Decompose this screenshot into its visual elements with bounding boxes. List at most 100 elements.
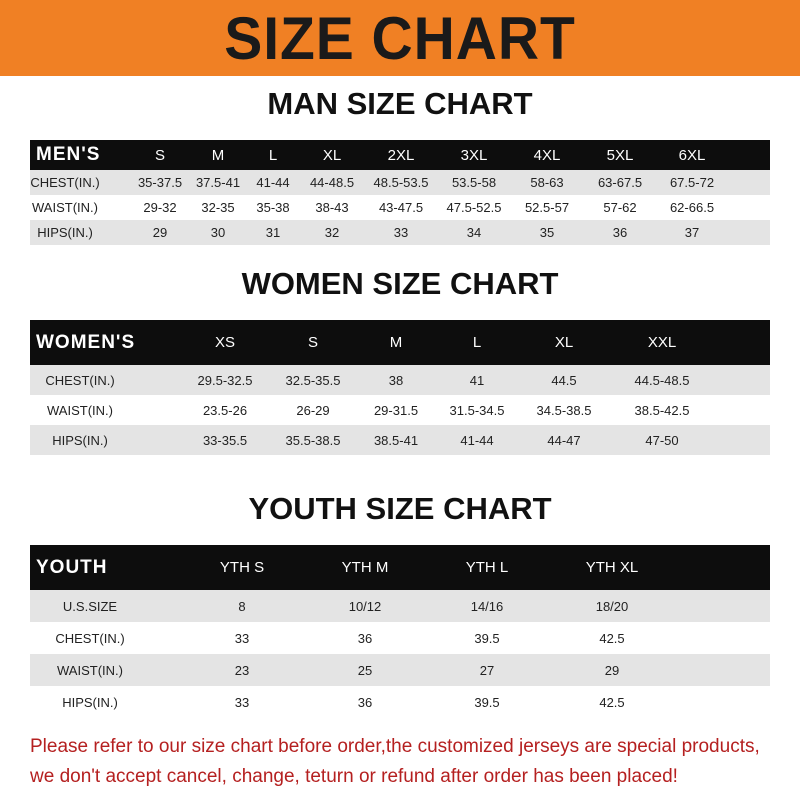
table-cell: 39.5 <box>474 630 500 646</box>
table-row: WAIST(IN.) 23 25 27 29 <box>30 654 770 686</box>
table-cell: 34 <box>466 225 482 240</box>
table-cell: 27 <box>479 662 495 678</box>
table-cell: 33-35.5 <box>202 432 248 448</box>
table-row: CHEST(IN.) 29.5-32.5 32.5-35.5 38 41 44.5 44.5… <box>30 365 770 395</box>
table-cell: 47.5-52.5 <box>446 200 502 215</box>
row-label: HIPS(IN.) <box>37 225 93 240</box>
table-cell: 31 <box>265 225 281 240</box>
table-cell: 23.5-26 <box>202 402 248 418</box>
table-row: WAIST(IN.) 29-32 32-35 35-38 38-43 43-47.5 47.… <box>30 195 770 220</box>
table-cell: 26-29 <box>296 402 330 418</box>
table-cell: 8 <box>238 598 246 614</box>
banner: SIZE CHART <box>0 0 800 76</box>
table-cell: 35 <box>539 225 555 240</box>
row-label: CHEST(IN.) <box>55 630 125 646</box>
row-label: CHEST(IN.) <box>30 175 100 190</box>
header-row: MEN'S S M L XL 2XL 3XL 4XL 5XL 6XL <box>30 140 770 170</box>
table-cell: 18/20 <box>595 598 629 614</box>
table-cell: 38.5-41 <box>373 432 419 448</box>
table-title-cell: WOMEN'S <box>36 331 136 353</box>
table-cell: 52.5-57 <box>524 200 570 215</box>
table-cell: 32-35 <box>201 200 235 215</box>
table-cell: 29 <box>604 662 620 678</box>
size-header: XXL <box>647 334 677 351</box>
table-cell: 53.5-58 <box>451 175 497 190</box>
row-label: HIPS(IN.) <box>62 694 118 710</box>
table-cell: 47-50 <box>645 432 679 448</box>
row-label: WAIST(IN.) <box>32 200 98 215</box>
table-cell: 38.5-42.5 <box>634 402 690 418</box>
table-cell: 29.5-32.5 <box>197 372 253 388</box>
youth-size-table: YOUTH YTH S YTH M YTH L YTH XL U.S.SIZE 8 10/12… <box>30 545 770 718</box>
table-cell: 33 <box>393 225 409 240</box>
table-cell: 42.5 <box>599 630 625 646</box>
notice-line-1: Please refer to our size chart before or… <box>30 736 760 757</box>
women-title: WOMEN SIZE CHART <box>241 266 559 301</box>
table-row: HIPS(IN.) 33 36 39.5 42.5 <box>30 686 770 718</box>
table-cell: 37 <box>684 225 700 240</box>
table-cell: 44.5 <box>551 372 577 388</box>
table-row: HIPS(IN.) 33-35.5 35.5-38.5 38.5-41 41-44 44-… <box>30 425 770 455</box>
table-cell: 58-63 <box>530 175 564 190</box>
table-cell: 36 <box>357 694 373 710</box>
table-row: CHEST(IN.) 35-37.5 37.5-41 41-44 44-48.5 48.5… <box>30 170 770 195</box>
table-title-cell: MEN'S <box>36 144 101 165</box>
table-cell: 23 <box>234 662 250 678</box>
size-header: YTH L <box>465 559 509 576</box>
table-cell: 29-32 <box>143 200 177 215</box>
table-cell: 43-47.5 <box>378 200 424 215</box>
table-cell: 63-67.5 <box>597 175 643 190</box>
table-cell: 35-37.5 <box>137 175 183 190</box>
row-label: HIPS(IN.) <box>52 432 108 448</box>
size-header: 4XL <box>533 146 561 164</box>
table-cell: 57-62 <box>603 200 637 215</box>
notice-line-2: we don't accept cancel, change, teturn o… <box>30 766 678 787</box>
notice: Please refer to our size chart before or… <box>30 732 790 792</box>
table-row: U.S.SIZE 8 10/12 14/16 18/20 <box>30 590 770 622</box>
row-label: U.S.SIZE <box>62 598 118 614</box>
table-cell: 30 <box>210 225 226 240</box>
size-header: XL <box>554 334 574 351</box>
table-cell: 25 <box>357 662 373 678</box>
row-label: WAIST(IN.) <box>57 662 123 678</box>
table-cell: 44-48.5 <box>309 175 355 190</box>
table-cell: 35.5-38.5 <box>285 432 341 448</box>
table-cell: 29 <box>152 225 168 240</box>
table-cell: 38 <box>388 372 404 388</box>
size-header: S <box>154 146 166 164</box>
size-header: 6XL <box>678 146 706 164</box>
table-cell: 31.5-34.5 <box>449 402 505 418</box>
women-size-table: WOMEN'S XS S M L XL XXL CHEST(IN.) 29.5-32.5 32.5… <box>30 320 770 455</box>
size-header: 2XL <box>387 146 415 164</box>
size-header: YTH S <box>219 559 265 576</box>
table-cell: 36 <box>612 225 628 240</box>
size-header: L <box>472 334 482 351</box>
table-cell: 38-43 <box>315 200 349 215</box>
table-cell: 33 <box>234 630 250 646</box>
table-cell: 10/12 <box>348 598 382 614</box>
table-cell: 41-44 <box>460 432 494 448</box>
size-header: 5XL <box>606 146 634 164</box>
size-header: M <box>389 334 403 351</box>
table-title-cell: YOUTH <box>36 556 108 578</box>
table-cell: 36 <box>357 630 373 646</box>
table-cell: 44.5-48.5 <box>634 372 690 388</box>
table-cell: 41-44 <box>256 175 290 190</box>
men-size-table: MEN'S S M L XL 2XL 3XL 4XL 5XL 6XL CHEST(IN.) 35-37… <box>30 140 770 245</box>
table-cell: 62-66.5 <box>669 200 715 215</box>
table-cell: 39.5 <box>474 694 500 710</box>
men-title: MAN SIZE CHART <box>267 86 533 121</box>
table-cell: 48.5-53.5 <box>373 175 429 190</box>
table-cell: 41 <box>469 372 485 388</box>
row-label: CHEST(IN.) <box>45 372 115 388</box>
table-cell: 42.5 <box>599 694 625 710</box>
banner-title: SIZE CHART <box>224 4 576 72</box>
header-row: YOUTH YTH S YTH M YTH L YTH XL <box>30 545 770 590</box>
table-cell: 44-47 <box>547 432 581 448</box>
size-header: XS <box>214 334 236 351</box>
table-cell: 67.5-72 <box>669 175 715 190</box>
size-header: 3XL <box>460 146 488 164</box>
size-header: L <box>268 146 278 164</box>
size-header: YTH XL <box>585 559 639 576</box>
table-cell: 32 <box>324 225 340 240</box>
